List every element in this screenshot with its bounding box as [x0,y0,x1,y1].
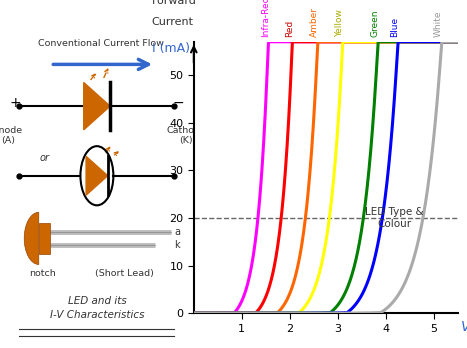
Text: $V_F$: $V_F$ [460,320,467,336]
Text: a: a [175,227,180,237]
Wedge shape [24,212,39,264]
Text: White: White [434,10,443,37]
Text: Anode
(A): Anode (A) [0,126,23,145]
Text: Yellow: Yellow [335,9,344,37]
Text: −: − [172,96,184,110]
Text: LED and its
I-V Characteristics: LED and its I-V Characteristics [50,296,144,320]
Text: Infra-Red: Infra-Red [261,0,270,37]
Text: I (mA): I (mA) [152,42,190,55]
Text: k: k [175,240,180,250]
Text: LED Type &
Colour: LED Type & Colour [365,207,424,229]
Text: or: or [40,153,50,163]
Text: Amber: Amber [310,7,319,37]
Text: (Short Lead): (Short Lead) [95,269,154,278]
Text: Cathode
(K): Cathode (K) [166,126,206,145]
Polygon shape [84,82,110,130]
Text: notch: notch [29,269,56,278]
Text: Conventional Current Flow: Conventional Current Flow [38,39,164,48]
Bar [39,223,50,254]
Text: Current: Current [152,17,194,27]
Text: +: + [10,96,21,110]
Text: Red: Red [285,20,294,37]
Text: Forward: Forward [152,0,197,6]
Text: Blue: Blue [390,17,399,37]
Text: Green: Green [370,9,379,37]
Polygon shape [86,156,108,195]
